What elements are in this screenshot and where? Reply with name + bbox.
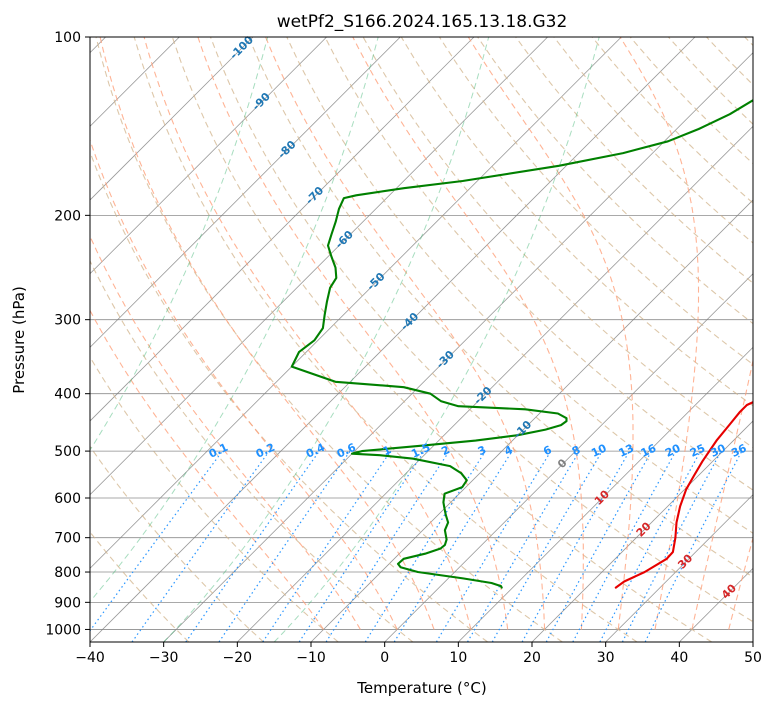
- chart-title: wetPf2_S166.2024.165.13.18.G32: [277, 12, 568, 32]
- isotherm-line: [90, 37, 401, 348]
- y-tick-label: 200: [54, 208, 81, 224]
- temperature-line: [614, 401, 753, 589]
- y-tick-label: 900: [54, 595, 81, 611]
- frost-line: [163, 37, 490, 642]
- dry-adiabat-line: [171, 37, 712, 642]
- mixing-ratio-line: [262, 450, 392, 642]
- mixing-ratio-line: [325, 450, 450, 642]
- isotherm-line: [90, 37, 327, 275]
- mixing-ratio-line: [185, 450, 320, 642]
- frost-line: [90, 37, 379, 603]
- moist-adiabat-line: [467, 37, 634, 630]
- isotherm-line: [90, 37, 254, 201]
- y-tick-label: 700: [54, 531, 81, 547]
- dry-adiabat-line: [209, 37, 753, 623]
- x-tick-label: 20: [523, 650, 541, 666]
- x-tick-label: 30: [597, 650, 615, 666]
- mixing-ratio-line: [298, 450, 425, 642]
- isotherm-line: [237, 125, 753, 642]
- mixing-ratio-line: [466, 450, 580, 642]
- y-tick-label: 400: [54, 387, 81, 403]
- mixing-ratio-label: 16: [639, 441, 659, 459]
- moist-adiabat-line: [143, 37, 472, 630]
- isotherm-line: [605, 494, 753, 642]
- frost-line: [90, 37, 269, 452]
- dewpoint-line: [290, 99, 753, 589]
- mixing-ratio-line: [364, 450, 486, 642]
- y-tick-label: 1000: [45, 622, 81, 638]
- x-tick-label: −40: [75, 650, 105, 666]
- moist-adiabat-line: [691, 358, 753, 630]
- mixing-ratio-line: [393, 450, 513, 642]
- x-tick-label: 0: [380, 650, 389, 666]
- dry-adiabat-line: [90, 259, 414, 642]
- mixing-ratio-label: 13: [617, 442, 636, 460]
- y-tick-label: 500: [54, 444, 81, 460]
- dry-adiabat-line: [95, 37, 563, 642]
- mixing-ratio-label: 36: [729, 441, 749, 459]
- dry-adiabat-line: [286, 37, 753, 534]
- mixing-ratio-line: [218, 450, 351, 642]
- x-tick-label: 10: [449, 650, 467, 666]
- y-axis-label: Pressure (hPa): [10, 286, 28, 394]
- moist-adiabat-line: [99, 37, 435, 630]
- dry-adiabat-line: [133, 37, 638, 642]
- y-tick-label: 600: [54, 491, 81, 507]
- mixing-ratio-label: 10: [589, 441, 609, 459]
- y-tick-label: 300: [54, 313, 81, 329]
- plot-frame: [89, 36, 754, 643]
- mixing-ratio-line: [435, 450, 552, 642]
- mixing-ratio-label: 25: [688, 442, 707, 460]
- isotherm-line: [531, 420, 753, 642]
- x-tick-label: −20: [223, 650, 253, 666]
- moist-adiabat-line: [90, 234, 361, 630]
- moist-adiabat-line: [90, 138, 398, 630]
- dry-adiabat-line: [515, 37, 753, 284]
- moist-adiabat-line: [90, 309, 325, 630]
- dry-adiabat-line: [324, 37, 753, 491]
- isotherm-line: [458, 346, 753, 642]
- x-tick-label: 50: [744, 650, 762, 666]
- moist-adiabat-line: [352, 37, 584, 630]
- mixing-ratio-line: [572, 450, 677, 642]
- mixing-ratio-label: 30: [708, 441, 728, 459]
- isotherm-line: [90, 37, 475, 422]
- isotherm-line: [90, 37, 548, 496]
- frost-line: [273, 37, 600, 642]
- x-tick-label: −30: [149, 650, 179, 666]
- dry-adiabat-line: [90, 445, 264, 642]
- isotherm-line: [163, 52, 753, 642]
- moist-adiabat-line: [619, 37, 700, 630]
- isotherm-line: [90, 37, 696, 642]
- isotherm-line: [384, 273, 753, 642]
- moist-adiabat-line: [265, 37, 546, 630]
- y-tick-label: 800: [54, 565, 81, 581]
- mixing-ratio-label: 20: [663, 441, 683, 459]
- x-axis-label: Temperature (°C): [356, 679, 486, 697]
- moist-adiabat-line: [728, 536, 753, 630]
- x-tick-label: 40: [670, 650, 688, 666]
- isotherm-line: [90, 37, 622, 569]
- x-tick-label: −10: [296, 650, 326, 666]
- mixing-ratio-line: [599, 450, 702, 642]
- y-tick-label: 100: [54, 30, 81, 46]
- dry-adiabat-line: [248, 37, 753, 578]
